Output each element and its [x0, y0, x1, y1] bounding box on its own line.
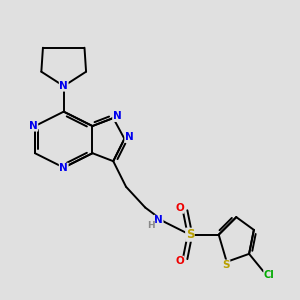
Text: Cl: Cl — [264, 270, 274, 280]
Text: O: O — [175, 203, 184, 213]
Text: S: S — [186, 228, 194, 241]
Text: N: N — [113, 111, 122, 122]
Text: N: N — [29, 121, 38, 131]
Text: N: N — [59, 163, 68, 173]
Text: H: H — [147, 220, 155, 230]
Text: N: N — [59, 81, 68, 91]
Text: O: O — [175, 256, 184, 266]
Text: S: S — [222, 260, 230, 270]
Text: N: N — [125, 132, 134, 142]
Text: N: N — [154, 215, 163, 225]
